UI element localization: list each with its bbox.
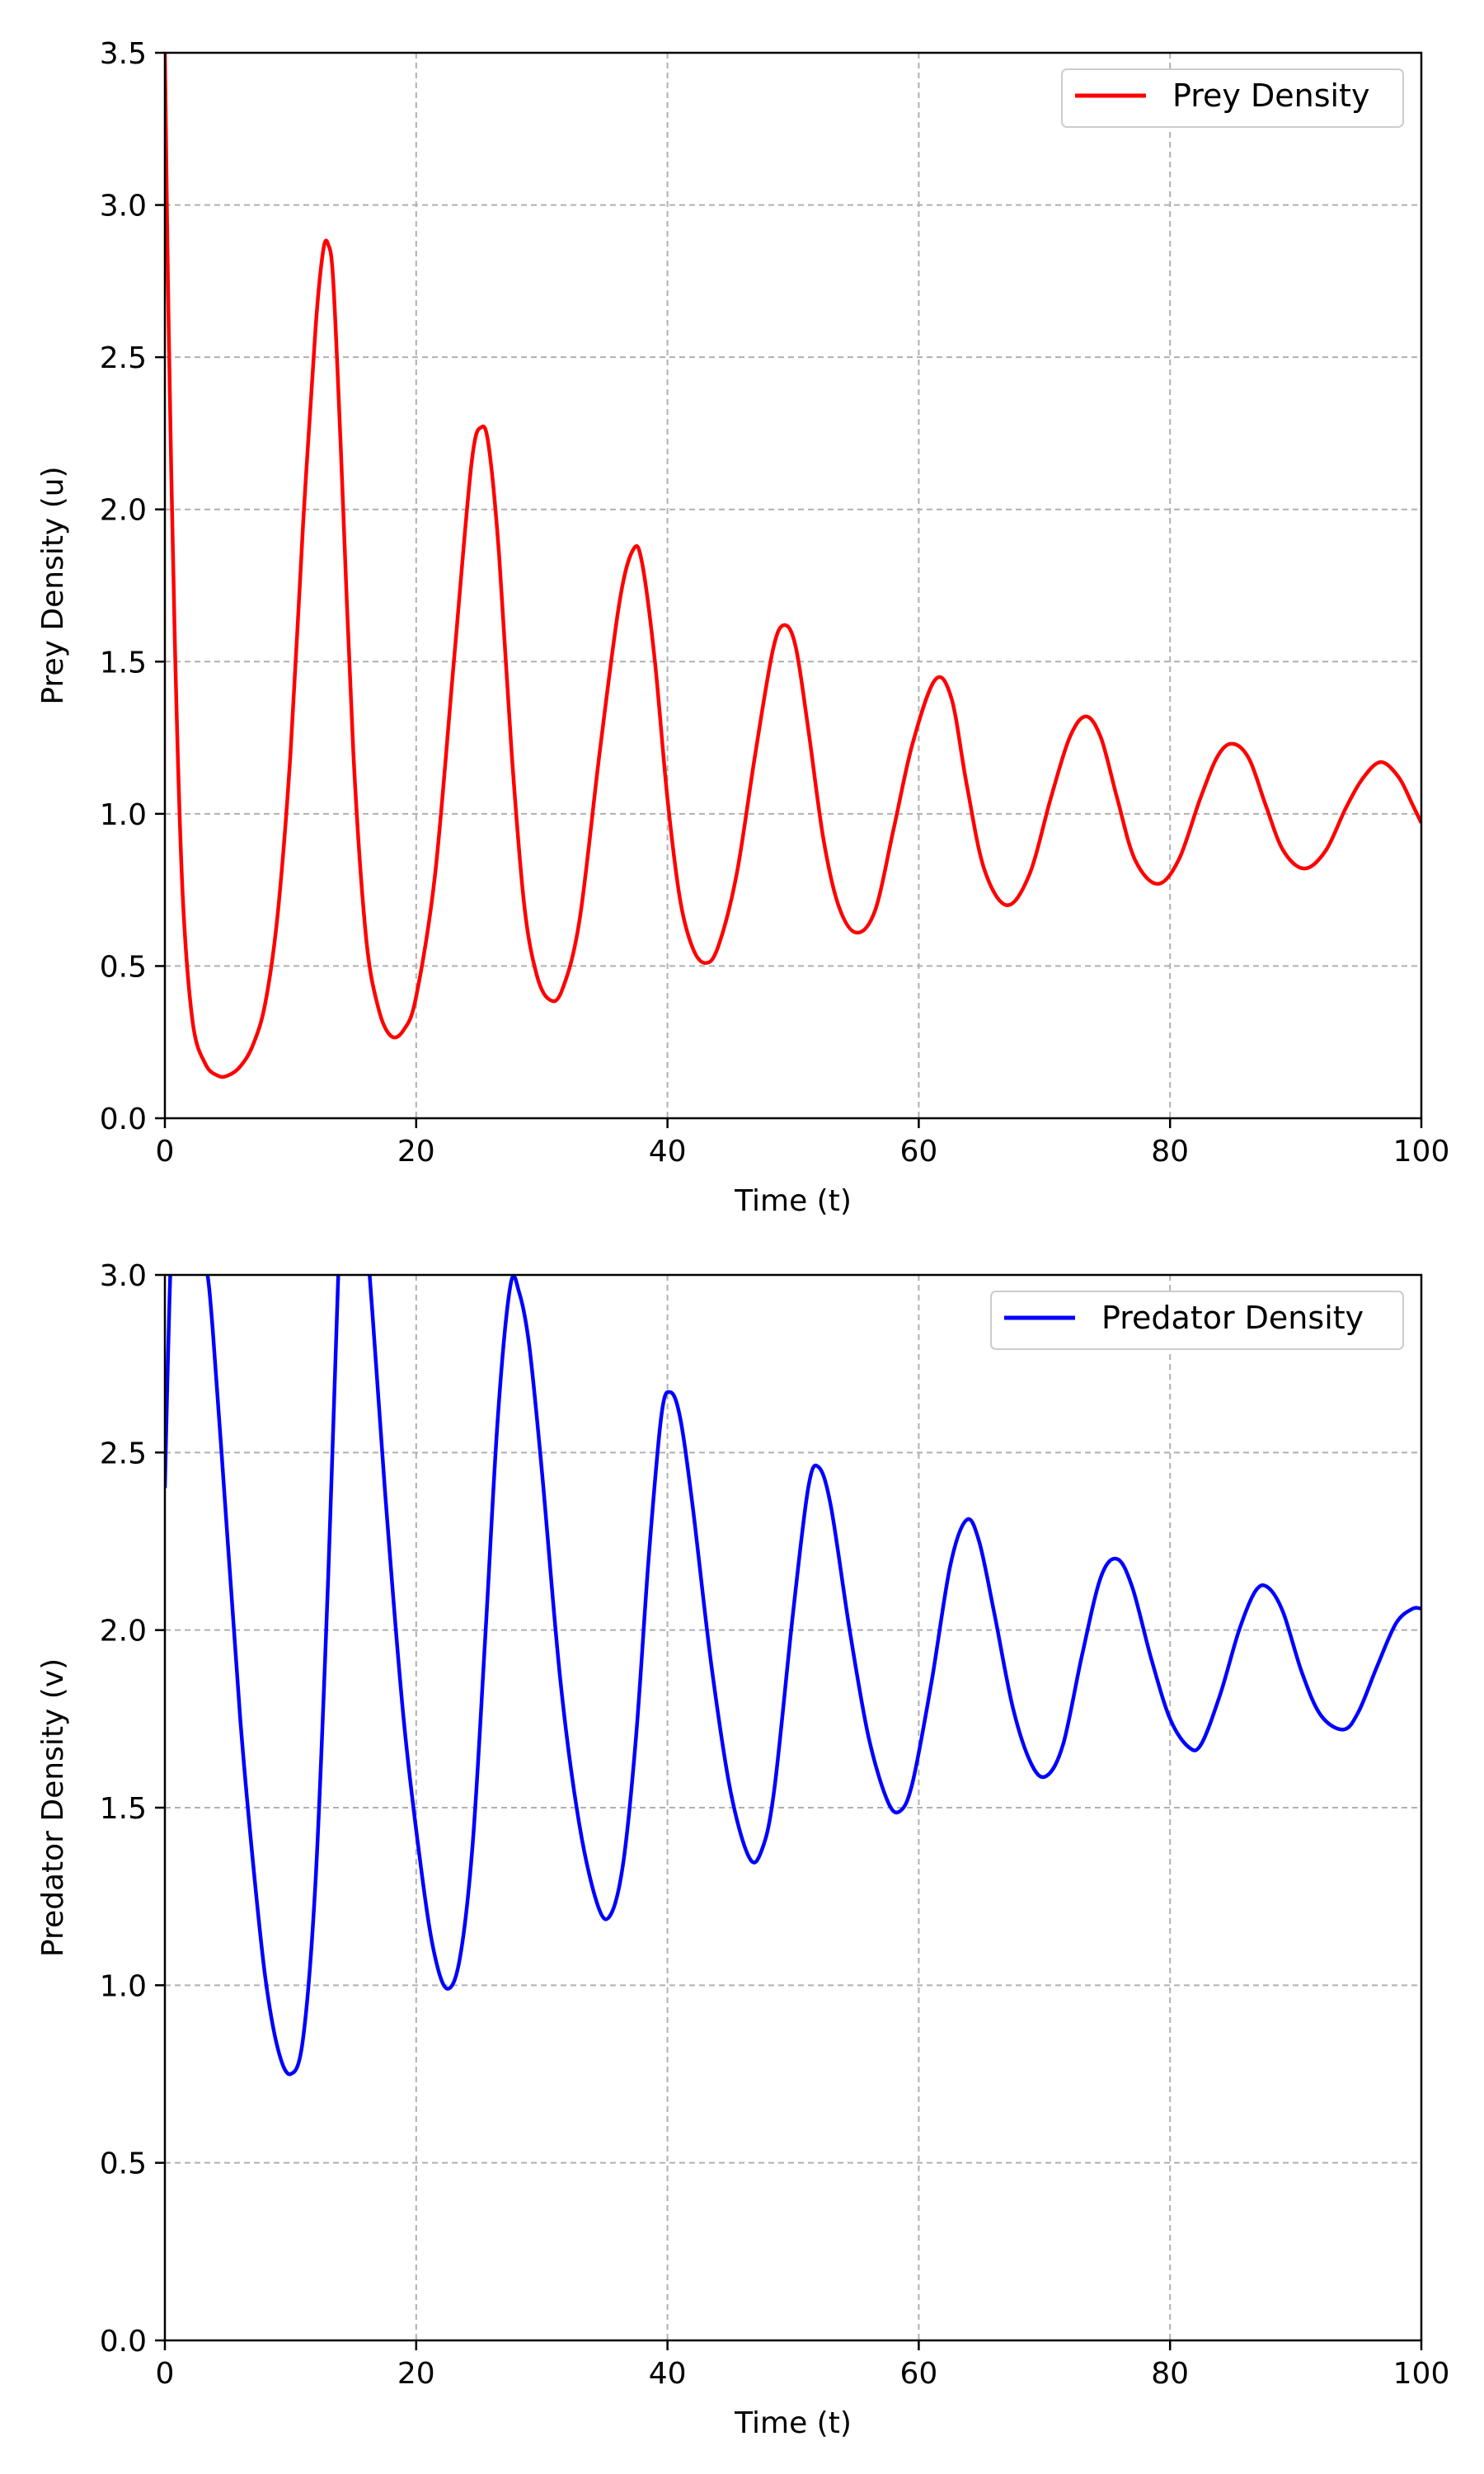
predator-y-tick-label: 0.5 (100, 2147, 147, 2181)
prey-y-tick-label: 2.5 (100, 341, 147, 375)
predator-x-tick-label: 0 (156, 2357, 175, 2391)
prey-legend-label: Prey Density (1172, 78, 1369, 114)
predator-x-tick-label: 20 (397, 2357, 435, 2391)
predator-y-tick-label: 3.0 (100, 1259, 147, 1293)
predator-x-axis-label: Time (t) (734, 2406, 852, 2440)
predator-y-tick-label: 2.5 (100, 1437, 147, 1470)
prey-x-tick-label: 100 (1393, 1135, 1450, 1169)
prey-y-tick-label: 3.5 (100, 37, 147, 71)
prey-axes-frame (163, 51, 1423, 1120)
prey-x-tick-label: 40 (649, 1135, 687, 1169)
prey-y-tick-label: 1.5 (100, 646, 147, 680)
prey-x-axis-label: Time (t) (734, 1184, 852, 1218)
predator-legend-label: Predator Density (1101, 1300, 1364, 1336)
predator-y-tick-label: 2.0 (100, 1615, 147, 1649)
predator-grid (164, 1274, 1422, 2341)
prey-density-line (165, 53, 1421, 1079)
prey-y-tick-label: 0.0 (100, 1103, 147, 1136)
predator-x-tick-label: 80 (1151, 2357, 1189, 2391)
prey-x-tick-label: 20 (397, 1135, 435, 1169)
prey-y-axis-label: Prey Density (u) (36, 466, 70, 704)
prey-x-tick-label: 60 (899, 1135, 937, 1169)
predator-y-tick-label: 0.0 (100, 2325, 147, 2359)
prey-y-tick-label: 1.0 (100, 798, 147, 832)
predator-plot-area (165, 1275, 1421, 2077)
prey-ticks: 0 20 40 60 80 100 0.0 0.5 1.0 1.5 2.0 2.5 3.0 3.5 (100, 37, 1450, 1169)
predator-y-axis-label: Predator Density (v) (36, 1658, 70, 1957)
predator-x-tick-label: 60 (899, 2357, 937, 2391)
predator-y-tick-label: 1.5 (100, 1792, 147, 1826)
prey-y-tick-label: 2.0 (100, 494, 147, 528)
prey-legend: Prey Density (1061, 68, 1404, 128)
prey-grid (164, 52, 1422, 1119)
predator-legend: Predator Density (990, 1291, 1404, 1350)
predator-x-tick-label: 40 (649, 2357, 687, 2391)
predator-density-line (165, 1275, 1421, 2077)
prey-legend-box (1061, 68, 1404, 128)
predator-ticks: 0 20 40 60 80 100 0.0 0.5 1.0 1.5 2.0 2.5 3.0 (100, 1259, 1450, 2391)
prey-y-tick-label: 3.0 (100, 190, 147, 223)
prey-x-tick-label: 80 (1151, 1135, 1189, 1169)
prey-x-tick-label: 0 (156, 1135, 175, 1169)
prey-plot-area (165, 53, 1421, 1079)
prey-density-panel: 0 20 40 60 80 100 0.0 0.5 1.0 1.5 2.0 2.5 3.0 3.5 Tim… (36, 37, 1449, 1218)
predator-legend-box (990, 1291, 1404, 1350)
predator-density-panel: 0 20 40 60 80 100 0.0 0.5 1.0 1.5 2.0 2.5 3.0 Time (… (36, 1259, 1450, 2440)
prey-y-tick-label: 0.5 (100, 950, 147, 984)
predator-x-tick-label: 100 (1393, 2357, 1450, 2391)
predator-y-tick-label: 1.0 (100, 1969, 147, 2003)
